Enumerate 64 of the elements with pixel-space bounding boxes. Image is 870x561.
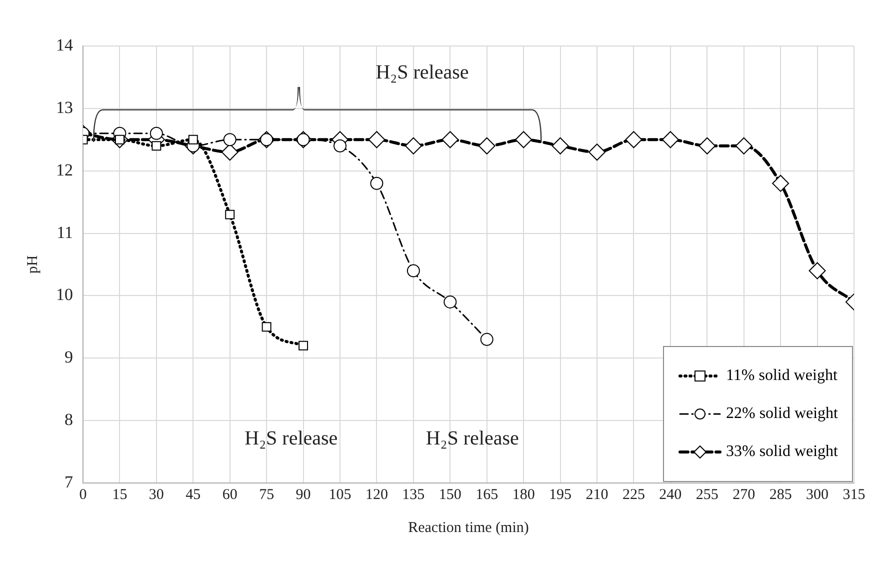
point (480, 332, 494, 346)
point (442, 131, 459, 148)
point (444, 295, 457, 308)
x-tick-label: 225 (622, 486, 645, 503)
point (772, 174, 790, 192)
point (221, 144, 238, 161)
point (625, 131, 642, 148)
x-tick-label: 210 (586, 486, 608, 503)
point (552, 137, 569, 154)
point (368, 131, 386, 148)
point (662, 131, 679, 148)
annotation: H₂S release (244, 428, 338, 451)
x-tick-label: 0 (79, 486, 87, 503)
x-tick-label: 285 (769, 486, 792, 503)
point (588, 144, 606, 161)
legend-label: 33% solid weight (726, 443, 838, 461)
y-axis-title: pH (24, 255, 41, 274)
x-tick-label: 135 (402, 486, 425, 503)
point (808, 262, 826, 280)
x-tick-label: 120 (365, 486, 388, 503)
point (406, 264, 420, 278)
x-tick-label: 45 (186, 486, 201, 503)
x-tick-label: 165 (476, 486, 498, 503)
point (404, 137, 422, 154)
x-tick-label: 75 (259, 486, 274, 503)
x-tick-label: 90 (296, 486, 311, 503)
x-tick-label: 180 (512, 486, 535, 503)
y-tick-label: 10 (56, 285, 73, 304)
x-tick-label: 15 (112, 486, 128, 503)
y-tick-label: 7 (64, 472, 74, 492)
y-tick-label: 9 (64, 348, 73, 367)
x-tick-label: 150 (438, 486, 462, 503)
x-tick-label: 60 (222, 486, 238, 503)
point (334, 139, 346, 152)
point (150, 126, 163, 140)
point (735, 137, 752, 154)
annotation: H₂S release (426, 428, 519, 451)
y-tick-label: 13 (56, 98, 73, 117)
legend-label: 22% solid weight (726, 405, 838, 423)
y-tick-label: 8 (64, 410, 73, 430)
x-tick-label: 240 (659, 486, 682, 503)
point (225, 210, 235, 220)
y-tick-label: 11 (56, 222, 73, 242)
y-tick-label: 12 (56, 160, 73, 180)
legend-label: 11% solid weight (726, 367, 838, 385)
x-tick-label: 300 (806, 486, 829, 503)
annotation: H₂S release (376, 62, 469, 85)
point (478, 137, 496, 154)
point (223, 133, 236, 146)
x-axis-title: Reaction time (min) (408, 520, 529, 536)
point (298, 340, 308, 350)
x-tick-label: 195 (549, 486, 572, 503)
x-tick-label: 30 (148, 486, 164, 503)
x-tick-label: 255 (696, 486, 718, 503)
point (698, 137, 716, 154)
x-tick-label: 315 (842, 486, 866, 503)
point (188, 134, 198, 144)
point (262, 322, 272, 332)
x-tick-label: 105 (328, 486, 352, 503)
y-tick-label: 14 (56, 35, 74, 54)
point (515, 131, 532, 148)
x-tick-label: 270 (732, 486, 756, 503)
point (152, 141, 162, 151)
point (370, 176, 384, 190)
